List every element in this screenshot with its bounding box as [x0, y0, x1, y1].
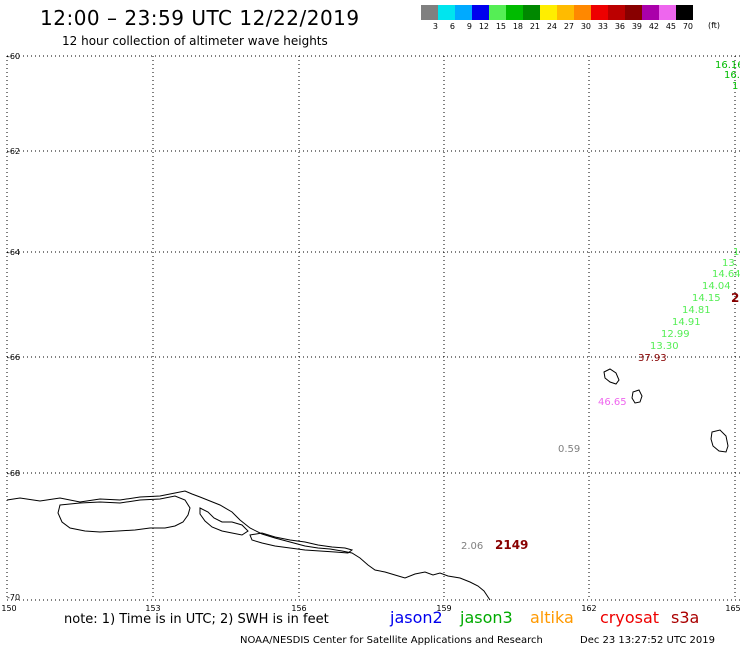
color-scale-label: 24 — [546, 22, 557, 31]
lon-label: 150 — [1, 604, 16, 613]
color-scale-swatch — [438, 5, 455, 20]
observation-label: 2 — [731, 291, 739, 305]
satellite-legend-item: s3a — [671, 608, 700, 627]
color-scale-unit: (ft) — [708, 21, 721, 30]
color-scale-swatch — [557, 5, 574, 20]
lat-label: -66 — [7, 353, 20, 362]
color-scale-label: 12 — [478, 22, 489, 31]
satellite-legend-item: cryosat — [600, 608, 660, 627]
color-scale-swatch — [523, 5, 540, 20]
color-scale-label: 30 — [580, 22, 591, 31]
lat-label: -68 — [7, 469, 20, 478]
observation-label: 2.06 — [461, 541, 483, 552]
observation-label: 0.59 — [558, 444, 580, 455]
color-scale-swatch — [591, 5, 608, 20]
lat-label: -70 — [7, 593, 20, 602]
map-frame — [7, 56, 740, 600]
observation-label: 16.16 — [715, 60, 740, 71]
lon-label: 165 — [725, 604, 740, 613]
island — [603, 368, 620, 385]
color-scale-label: 39 — [631, 22, 642, 31]
island — [631, 389, 643, 404]
observation-label: 12.99 — [661, 329, 690, 340]
observation-label: 1 — [732, 81, 738, 92]
observation-label: 37.93 — [638, 353, 667, 364]
satellite-legend-item: jason3 — [460, 608, 513, 627]
color-scale-label: 18 — [512, 22, 523, 31]
island — [710, 429, 729, 453]
footer-timestamp: Dec 23 13:27:52 UTC 2019 — [580, 635, 715, 646]
map-subtitle: 12 hour collection of altimeter wave hei… — [62, 34, 328, 48]
color-scale-swatch — [574, 5, 591, 20]
color-scale-swatch — [421, 5, 438, 20]
wave-height-observations: 16.16 16. 1 1. 13. 14.64 14.04 14.15 2 1… — [461, 60, 740, 552]
map-title: 12:00 – 23:59 UTC 12/22/2019 — [40, 6, 360, 30]
color-scale-label: 6 — [449, 22, 455, 31]
color-scale-label: 27 — [563, 22, 574, 31]
color-scale-swatch — [540, 5, 557, 20]
satellite-legend-item: jason2 — [390, 608, 443, 627]
color-scale-label: 9 — [466, 22, 472, 31]
graticule — [6, 55, 740, 601]
color-scale-swatch — [489, 5, 506, 20]
color-scale-label: 21 — [529, 22, 540, 31]
footer-note: note: 1) Time is in UTC; 2) SWH is in fe… — [64, 612, 329, 627]
color-scale-swatch — [455, 5, 472, 20]
color-scale-label: 3 — [432, 22, 438, 31]
lat-label: -62 — [7, 147, 20, 156]
observation-label: 1. — [733, 247, 740, 258]
color-scale-label: 45 — [665, 22, 676, 31]
longitude-labels: 150 153 156 159 162 165 — [1, 604, 740, 613]
color-scale-label: 15 — [495, 22, 506, 31]
observation-label: 14.64 — [712, 269, 740, 280]
observation-label: 13.30 — [650, 341, 679, 352]
color-scale-swatch — [642, 5, 659, 20]
lon-label: 159 — [436, 604, 451, 613]
color-scale-bar — [421, 5, 693, 20]
color-scale-labels: 3 6 9 12 15 18 21 24 27 30 33 36 39 42 45 70 — [421, 22, 693, 31]
satellite-legend-item: altika — [530, 608, 574, 627]
observation-label: 2149 — [495, 538, 528, 552]
ice-shelf-loop — [249, 532, 354, 554]
color-scale-label: 36 — [614, 22, 625, 31]
color-scale-swatch — [659, 5, 676, 20]
observation-label: 16. — [724, 70, 740, 81]
observation-label: 14.81 — [682, 305, 711, 316]
coastline — [6, 368, 729, 601]
color-scale-label: 33 — [597, 22, 608, 31]
color-scale-swatch — [506, 5, 523, 20]
ice-shelf-loop — [57, 495, 191, 533]
color-scale-swatch — [625, 5, 642, 20]
observation-label: 14.04 — [702, 281, 731, 292]
footer-credit: NOAA/NESDIS Center for Satellite Applica… — [240, 635, 543, 646]
ice-shelf-loop — [199, 507, 249, 536]
lon-label: 156 — [291, 604, 306, 613]
antarctic-coast — [6, 490, 491, 601]
lat-label: -60 — [7, 52, 20, 61]
color-scale-label: 70 — [682, 22, 693, 31]
observation-label: 13. — [722, 258, 738, 269]
observation-label: 14.15 — [692, 293, 721, 304]
lat-label: -64 — [7, 248, 20, 257]
color-scale-swatch — [608, 5, 625, 20]
observation-label: 14.91 — [672, 317, 701, 328]
observation-label: 46.65 — [598, 397, 627, 408]
color-scale-swatch — [472, 5, 489, 20]
color-scale-swatch — [676, 5, 693, 20]
color-scale-label: 42 — [648, 22, 659, 31]
lon-label: 153 — [145, 604, 160, 613]
latitude-labels: -60 -62 -64 -66 -68 -70 — [7, 52, 20, 602]
lon-label: 162 — [581, 604, 596, 613]
